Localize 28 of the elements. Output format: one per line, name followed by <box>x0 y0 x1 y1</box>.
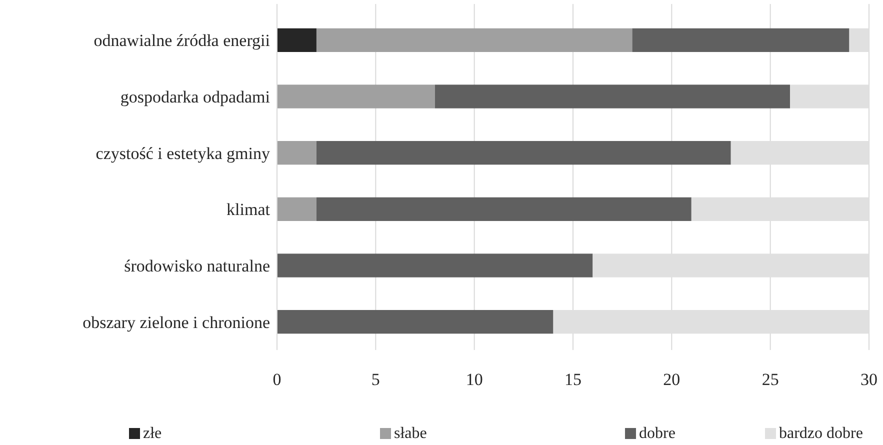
x-tick-label: 15 <box>564 370 582 389</box>
y-tick-label: klimat <box>226 200 270 220</box>
legend-label: słabe <box>394 425 427 442</box>
bar <box>632 28 850 52</box>
x-tick-label: 25 <box>762 370 779 389</box>
y-tick-label: obszary zielone i chronione <box>82 312 270 332</box>
x-tick-label: 0 <box>272 370 282 389</box>
x-tick-label: 5 <box>371 370 380 389</box>
bar <box>277 28 316 52</box>
y-tick-label: środowisko naturalne <box>124 256 270 276</box>
y-tick-label: odnawialne źródła energii <box>94 31 270 50</box>
bar <box>277 141 316 165</box>
x-tick-label: 20 <box>663 370 680 389</box>
legend-label: dobre <box>639 425 676 442</box>
bar <box>277 197 316 221</box>
bar <box>277 254 593 278</box>
bar <box>316 28 632 52</box>
bar <box>316 197 692 221</box>
legend-label: bardzo dobre <box>779 425 863 442</box>
bar <box>316 141 731 165</box>
x-tick-label: 10 <box>466 370 483 389</box>
bar <box>277 310 554 334</box>
bar <box>277 84 435 108</box>
x-tick-label: 30 <box>860 370 878 389</box>
y-tick-label: czystość i estetyka gminy <box>96 144 270 163</box>
bar <box>434 84 790 108</box>
legend-label: złe <box>143 425 162 442</box>
y-tick-label: gospodarka odpadami <box>120 87 270 106</box>
